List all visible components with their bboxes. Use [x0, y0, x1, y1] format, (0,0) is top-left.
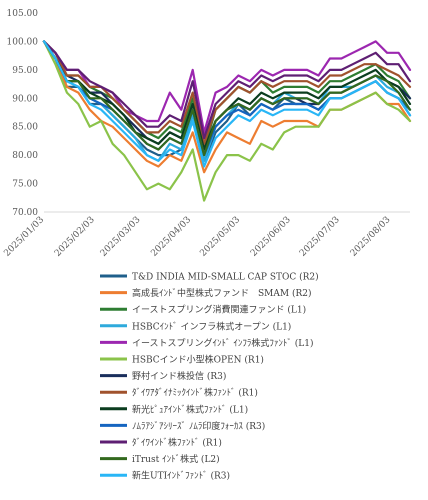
legend-label: ﾀﾞｲﾜｲﾝﾄﾞ株ﾌｧﾝﾄﾞ (R1) [132, 437, 222, 449]
legend-label: イーストスプリング消費関連ファンド (L1) [132, 304, 306, 316]
y-tick-label: 105.00 [7, 9, 39, 19]
series-line-2 [42, 40, 412, 174]
legend-item: イーストスプリング消費関連ファンド (L1) [100, 304, 306, 316]
legend-item: T&D INDIA MID-SMALL CAP STOC (R2) [100, 272, 319, 283]
series-lines [42, 40, 412, 202]
legend-item: HSBCインド小型株OPEN (R1) [100, 354, 264, 366]
x-tick-label: 2025/04/03 [149, 215, 193, 259]
x-tick-label: 2025/01/03 [2, 215, 46, 259]
legend-label: ﾀﾞｲﾜｱﾀﾞｲﾅﾐｯｸｲﾝﾄﾞ株ﾌｧﾝﾄﾞ (R1) [132, 387, 258, 399]
legend-item: iTrust ｲﾝﾄﾞ株式 (L2) [100, 453, 220, 465]
legend-label: 新生UTIｲﾝﾄﾞﾌｧﾝﾄﾞ (R3) [132, 470, 230, 482]
legend-item: イーストスプリングｲﾝﾄﾞ ｲﾝﾌﾗ株式ﾌｧﾝﾄﾞ (L1) [100, 337, 314, 349]
legend-label: ﾉﾑﾗｱｼﾞｱｼﾘｰｽﾞ ﾉﾑﾗ印度ﾌｫｰｶｽ (R3) [132, 420, 265, 432]
series-line-12 [42, 40, 412, 157]
x-axis: 2025/01/03 2025/02/03 2025/03/03 2025/04/03… [2, 211, 410, 259]
y-tick-label: 90.00 [12, 94, 38, 104]
legend-label: iTrust ｲﾝﾄﾞ株式 (L2) [132, 453, 220, 465]
x-tick-label: 2025/03/03 [99, 215, 143, 259]
legend-item: 新生UTIｲﾝﾄﾞﾌｧﾝﾄﾞ (R3) [100, 470, 230, 482]
legend-label: イーストスプリングｲﾝﾄﾞ ｲﾝﾌﾗ株式ﾌｧﾝﾄﾞ (L1) [132, 337, 314, 349]
series-line-4 [42, 40, 412, 162]
series-line-1 [42, 40, 412, 162]
legend-item: 新光ﾋﾟｭｱｲﾝﾄﾞ株式ﾌｧﾝﾄﾞ (L1) [100, 403, 248, 415]
legend-item: ﾀﾞｲﾜｲﾝﾄﾞ株ﾌｧﾝﾄﾞ (R1) [100, 437, 222, 449]
legend-label: HSBCインド小型株OPEN (R1) [132, 354, 264, 366]
y-tick-label: 85.00 [12, 123, 38, 133]
x-tick-label: 2025/02/03 [53, 215, 97, 259]
legend-label: HSBCｲﾝﾄﾞ インフラ株式オープン (L1) [132, 320, 291, 332]
legend-item: 高成長ｲﾝﾄﾞ中型株式ファンド SMAM (R2) [100, 287, 311, 299]
y-tick-label: 70.00 [12, 208, 38, 218]
legend-label: T&D INDIA MID-SMALL CAP STOC (R2) [132, 272, 319, 283]
y-tick-label: 80.00 [12, 151, 38, 161]
series-line-13 [42, 40, 412, 168]
legend-item: 野村インド株投信 (R3) [100, 370, 226, 382]
y-tick-label: 75.00 [12, 180, 38, 190]
x-tick-label: 2025/05/03 [198, 215, 242, 259]
series-line-8 [42, 40, 412, 145]
y-tick-label: 100.00 [7, 37, 39, 47]
legend-label: 野村インド株投信 (R3) [132, 370, 226, 382]
legend-item: HSBCｲﾝﾄﾞ インフラ株式オープン (L1) [100, 320, 291, 332]
series-line-11 [42, 40, 412, 140]
line-chart: 70.00 75.00 80.00 85.00 90.00 95.00 100.00 105.… [2, 9, 412, 259]
x-tick-label: 2025/08/03 [349, 215, 393, 259]
x-tick-label: 2025/07/03 [298, 215, 342, 259]
x-tick-label: 2025/06/03 [249, 215, 293, 259]
legend-item: ﾉﾑﾗｱｼﾞｱｼﾘｰｽﾞ ﾉﾑﾗ印度ﾌｫｰｶｽ (R3) [100, 420, 265, 432]
legend-label: 新光ﾋﾟｭｱｲﾝﾄﾞ株式ﾌｧﾝﾄﾞ (L1) [132, 403, 248, 415]
y-tick-label: 95.00 [12, 66, 38, 76]
chart-legend: T&D INDIA MID-SMALL CAP STOC (R2) 高成長ｲﾝﾄﾞ… [100, 272, 319, 482]
legend-label: 高成長ｲﾝﾄﾞ中型株式ファンド SMAM (R2) [132, 287, 311, 299]
y-axis: 70.00 75.00 80.00 85.00 90.00 95.00 100.00 105.… [7, 9, 39, 218]
legend-item: ﾀﾞｲﾜｱﾀﾞｲﾅﾐｯｸｲﾝﾄﾞ株ﾌｧﾝﾄﾞ (R1) [100, 387, 258, 399]
series-line-6 [42, 40, 412, 202]
